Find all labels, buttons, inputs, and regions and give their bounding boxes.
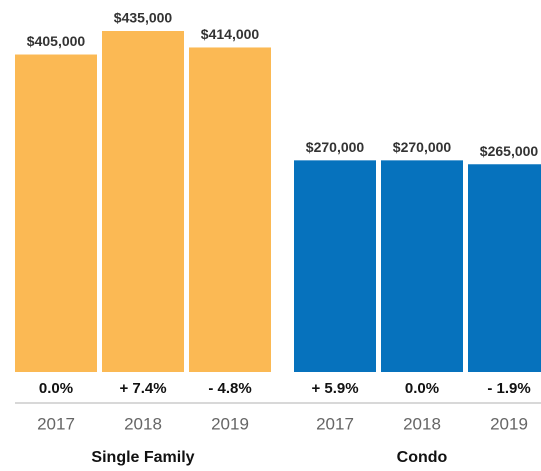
change-label: - 4.8% (208, 380, 251, 397)
bar (294, 160, 376, 372)
group-label: Single Family (91, 449, 194, 466)
bar (15, 54, 97, 372)
change-label: + 7.4% (119, 380, 166, 397)
bar (102, 31, 184, 372)
change-label: - 1.9% (487, 380, 530, 397)
value-label: $414,000 (201, 26, 260, 42)
value-label: $435,000 (114, 10, 173, 26)
change-label: 0.0% (405, 380, 439, 397)
bar (189, 47, 271, 373)
x-tick-label: 2018 (124, 414, 162, 433)
x-tick-label: 2018 (403, 414, 441, 433)
change-label: 0.0% (39, 380, 73, 397)
bar (468, 164, 541, 372)
value-label: $265,000 (480, 143, 539, 159)
change-label: + 5.9% (311, 380, 358, 397)
value-label: $405,000 (27, 33, 86, 49)
x-tick-label: 2017 (316, 414, 354, 433)
x-tick-label: 2019 (490, 414, 528, 433)
value-label: $270,000 (306, 139, 365, 155)
group-label: Condo (397, 449, 448, 466)
x-tick-label: 2017 (37, 414, 75, 433)
value-label: $270,000 (393, 139, 452, 155)
bar (381, 160, 463, 372)
x-tick-label: 2019 (211, 414, 249, 433)
